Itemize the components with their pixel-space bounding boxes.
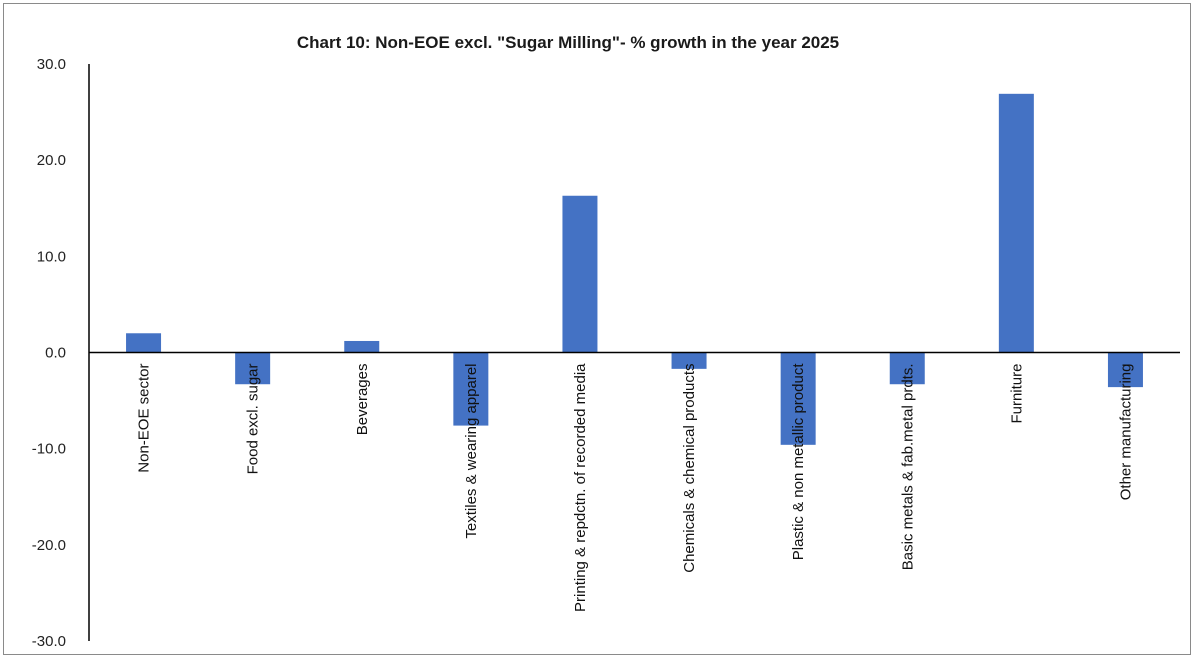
bars: [126, 93, 1143, 445]
category-label: Plastic & non metallic product: [790, 363, 807, 561]
bar: [780, 352, 816, 445]
category-label: Chemicals & chemical products: [681, 364, 698, 573]
y-tick-label: -30.0: [32, 633, 66, 650]
y-tick-label: 10.0: [37, 248, 66, 265]
category-labels: Non-EOE sector Food excl. sugar Beverages T…: [136, 363, 1135, 612]
category-label: Non-EOE sector: [136, 364, 153, 473]
category-label: Beverages: [354, 364, 371, 436]
category-label: Printing & repdctn. of recorded media: [572, 363, 589, 612]
category-label: Basic metals & fab.metal prdts.: [899, 364, 916, 571]
y-tick-label: 20.0: [37, 152, 66, 169]
category-label: Furniture: [1008, 364, 1025, 424]
category-label: Other manufacturing: [1117, 364, 1134, 501]
bar: [671, 352, 707, 369]
y-tick-label: -10.0: [32, 441, 66, 458]
y-tick-label: 30.0: [37, 56, 66, 73]
bar: [1107, 352, 1143, 388]
bar: [235, 352, 271, 385]
category-label: Food excl. sugar: [245, 363, 262, 474]
bar: [126, 333, 162, 353]
bar: [344, 340, 380, 353]
category-label: Textiles & wearing apparel: [463, 364, 480, 539]
bar: [889, 352, 925, 385]
bar: [453, 352, 489, 426]
bar: [562, 195, 598, 353]
chart-title: Chart 10: Non-EOE excl. "Sugar Milling"-…: [297, 33, 839, 52]
chart-area: [3, 3, 1191, 655]
y-tick-label: -20.0: [32, 537, 66, 554]
y-tick-label: 0.0: [45, 345, 66, 362]
bar: [998, 93, 1034, 353]
y-axis-ticks: 30.0 20.0 10.0 0.0 -10.0 -20.0 -30.0: [32, 56, 66, 650]
